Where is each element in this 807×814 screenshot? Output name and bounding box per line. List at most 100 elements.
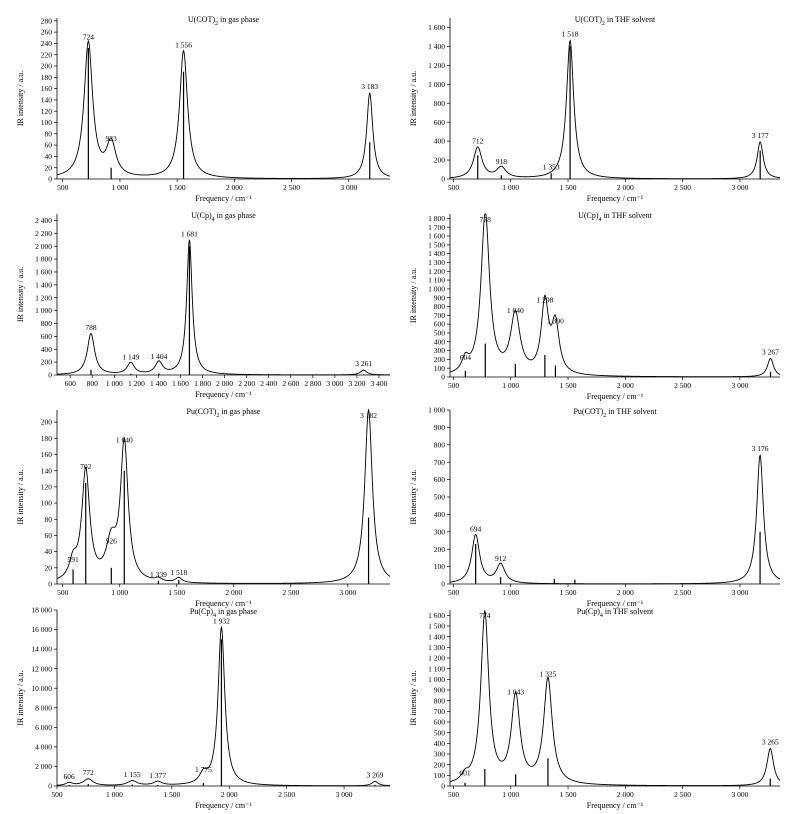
- y-tick-label: 300: [434, 527, 446, 536]
- peak-label: 3 265: [762, 738, 779, 747]
- y-tick-label: 600: [434, 718, 446, 727]
- x-tick-label: 500: [448, 790, 460, 799]
- y-tick-label: 100: [434, 364, 446, 373]
- y-tick-label: 1 000: [428, 675, 445, 684]
- peak-label: 712: [472, 137, 484, 146]
- x-tick-label: 2 000: [617, 790, 634, 799]
- y-tick-label: 500: [434, 493, 446, 502]
- title-subscript: 4: [599, 217, 602, 223]
- y-tick-label: 1 000: [428, 284, 445, 293]
- y-tick-label: 0: [48, 175, 52, 184]
- y-tick-label: 240: [41, 39, 53, 48]
- y-tick-label: 1 100: [428, 276, 445, 285]
- y-tick-label: 100: [434, 562, 446, 571]
- y-tick-label: 1 800: [428, 214, 445, 223]
- y-tick-label: 200: [434, 545, 446, 554]
- peak-label: 3 269: [367, 771, 384, 780]
- y-tick-label: 700: [434, 311, 446, 320]
- x-tick-label: 2 000: [216, 379, 233, 388]
- peak-label: 1 518: [170, 568, 187, 577]
- peak-label: 918: [496, 157, 508, 166]
- y-tick-label: 1 400: [35, 280, 52, 289]
- chart-panel-7: 0 2 000 4 000 6 000 8 000 10 000 12 000 14 000 1…: [16, 606, 391, 810]
- y-tick-label: 180: [41, 73, 53, 82]
- peak-label: 1 339: [150, 570, 167, 579]
- title-main: Pu(COT): [187, 407, 217, 416]
- y-tick-label: 1 200: [428, 61, 445, 70]
- title-subscript: 2: [216, 413, 219, 419]
- x-tick-label: 500: [51, 790, 63, 799]
- y-axis-label: IR intensity / a.u.: [409, 670, 418, 725]
- peak-label: 1 040: [116, 435, 133, 444]
- peak-label: 3 177: [752, 131, 769, 140]
- peak-label: 591: [67, 555, 79, 564]
- y-tick-label: 600: [434, 475, 446, 484]
- y-tick-label: 1 200: [428, 267, 445, 276]
- x-tick-label: 2 600: [282, 379, 299, 388]
- peak-label: 1 325: [540, 669, 557, 678]
- y-tick-label: 1 400: [428, 249, 445, 258]
- x-tick-label: 800: [87, 379, 99, 388]
- y-tick-label: 1 000: [428, 80, 445, 89]
- peak-label: 1 040: [507, 306, 524, 315]
- x-tick-label: 2 500: [283, 183, 300, 192]
- x-axis-label: Frequency / cm⁻¹: [195, 801, 252, 810]
- x-tick-label: 2 800: [304, 379, 321, 388]
- y-tick-label: 900: [434, 293, 446, 302]
- x-tick-label: 3 200: [348, 379, 365, 388]
- x-tick-label: 1 000: [502, 790, 519, 799]
- x-tick-label: 2 000: [617, 381, 634, 390]
- peak-label: 1 556: [175, 40, 192, 49]
- chart-title: Pu(Cp)4 in gas phase: [190, 607, 258, 619]
- peak-label: 1 298: [536, 296, 553, 305]
- y-tick-label: 4 000: [35, 742, 52, 751]
- peak-label: 1 149: [122, 352, 139, 361]
- title-main: Pu(Cp): [577, 607, 600, 616]
- chart-title: U(COT)2 in THF solvent: [575, 15, 656, 27]
- y-axis-label: IR intensity / a.u.: [409, 469, 418, 524]
- title-rest: in THF solvent: [603, 607, 654, 616]
- peak-label: 1 404: [150, 352, 167, 361]
- title-subscript: 2: [603, 413, 606, 419]
- x-tick-label: 2 400: [260, 379, 277, 388]
- y-tick-label: 14 000: [31, 645, 52, 654]
- x-tick-label: 2 000: [221, 790, 238, 799]
- peak-label: 3 182: [360, 411, 377, 420]
- chart-panel-2: 0 200 400 600 800 1 000 1 200 1 400 1 600 500 1 00…: [409, 15, 781, 203]
- spectrum-line: [56, 408, 391, 584]
- y-tick-label: 220: [41, 50, 53, 59]
- spectrum-line: [449, 609, 781, 787]
- x-tick-label: 1 500: [560, 183, 577, 192]
- y-tick-label: 200: [434, 760, 446, 769]
- chart-title: Pu(COT)2 in gas phase: [187, 407, 261, 419]
- x-tick-label: 3 000: [731, 588, 748, 597]
- title-rest: in gas phase: [218, 15, 260, 24]
- x-tick-label: 2 500: [674, 790, 691, 799]
- y-tick-label: 20: [45, 563, 53, 572]
- x-tick-label: 1 500: [168, 588, 185, 597]
- x-tick-label: 1 500: [560, 588, 577, 597]
- y-tick-label: 1 400: [428, 42, 445, 51]
- peak-label: 1 518: [562, 30, 579, 39]
- y-tick-label: 40: [45, 152, 53, 161]
- y-tick-label: 500: [434, 728, 446, 737]
- title-main: U(Cp): [578, 211, 599, 220]
- y-tick-label: 400: [41, 345, 53, 354]
- x-tick-label: 600: [65, 379, 77, 388]
- y-axis-label: IR intensity / a.u.: [16, 670, 25, 725]
- x-tick-label: 1 800: [194, 379, 211, 388]
- peak-label: 912: [495, 554, 507, 563]
- title-main: U(COT): [188, 15, 215, 24]
- peak-label: 3 267: [762, 347, 779, 356]
- x-tick-label: 3 000: [731, 790, 748, 799]
- x-tick-label: 3 000: [340, 183, 357, 192]
- spectrum-line: [449, 39, 781, 180]
- x-tick-label: 1 000: [502, 183, 519, 192]
- peak-label: 772: [83, 768, 95, 777]
- x-tick-label: 3 400: [371, 379, 388, 388]
- peak-label: 778: [480, 215, 492, 224]
- x-axis-label: Frequency / cm⁻¹: [587, 392, 644, 401]
- peak-label: 926: [106, 537, 118, 546]
- y-axis-label: IR intensity / a.u.: [409, 268, 418, 323]
